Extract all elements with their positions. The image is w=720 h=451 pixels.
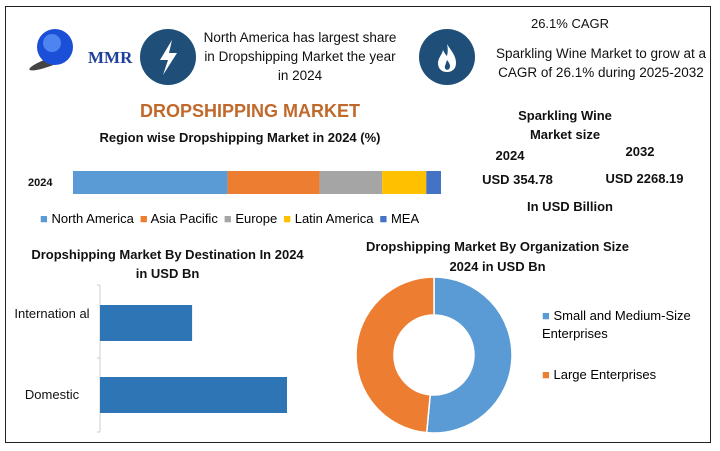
bar-domestic	[100, 377, 287, 413]
legend-item: ■ MEA	[379, 211, 420, 226]
highlight2-text: Sparkling Wine Market to grow at a CAGR …	[495, 46, 707, 80]
category-label-domestic: Domestic	[24, 387, 80, 402]
legend-item: ■ North America	[40, 211, 134, 226]
stack-segment	[426, 171, 441, 194]
logo-text: MMR	[88, 48, 133, 67]
legend-label: North America	[51, 211, 134, 226]
stack-category-label: 2024	[28, 177, 53, 189]
year-2024: 2024	[495, 148, 525, 163]
logo-globe-icon	[29, 29, 73, 71]
legend-item: ■ Asia Pacific	[139, 211, 218, 226]
market-size-title: Sparkling Wine Market size	[518, 108, 612, 142]
donut-chart-title: Dropshipping Market By Organization Size…	[366, 239, 629, 274]
organization-donut-chart	[355, 276, 513, 434]
legend-label: Large Enterprises	[553, 367, 657, 382]
value-2024: USD 354.78	[482, 172, 553, 187]
frame	[5, 6, 711, 443]
legend-label: Latin America	[294, 211, 374, 226]
year-2032: 2032	[625, 144, 655, 159]
stack-segment	[382, 171, 427, 194]
destination-chart-title: Dropshipping Market By Destination In 20…	[31, 247, 304, 281]
donut-legend-item: ■ Small and Medium-Size Enterprises	[542, 308, 691, 341]
cagr-title: 26.1% CAGR	[530, 16, 610, 31]
main-title: DROPSHIPPING MARKET	[139, 101, 361, 121]
legend-item: ■ Europe	[223, 211, 278, 226]
destination-bar-chart	[97, 284, 287, 433]
legend-label: Asia Pacific	[150, 211, 218, 226]
legend-label: MEA	[390, 211, 420, 226]
stack-segment	[227, 171, 320, 194]
stacked-chart-title: Region wise Dropshipping Market in 2024 …	[99, 130, 381, 145]
category-label-international: Internation al	[14, 306, 90, 321]
donut-legend-item: ■ Large Enterprises	[542, 367, 657, 382]
stack-segment	[73, 171, 228, 194]
flame-icon	[419, 29, 475, 85]
legend-item: ■ Latin America	[283, 211, 374, 226]
donut-slice	[425, 276, 513, 434]
unit-label: In USD Billion	[527, 199, 613, 214]
legend-label: Europe	[235, 211, 278, 226]
donut-slice	[355, 276, 435, 434]
bar-international	[100, 305, 193, 341]
stack-segment	[319, 171, 383, 194]
lightning-icon	[140, 29, 196, 85]
highlight1-text: North America has largest share in Drops…	[203, 30, 397, 83]
legend-label: Small and Medium-Size Enterprises	[542, 308, 691, 341]
stacked-legend: ■ North America ■ Asia Pacific ■ Europe ■ L…	[40, 211, 419, 226]
stacked-bar-chart	[73, 171, 441, 194]
value-2032: USD 2268.19	[605, 171, 684, 186]
